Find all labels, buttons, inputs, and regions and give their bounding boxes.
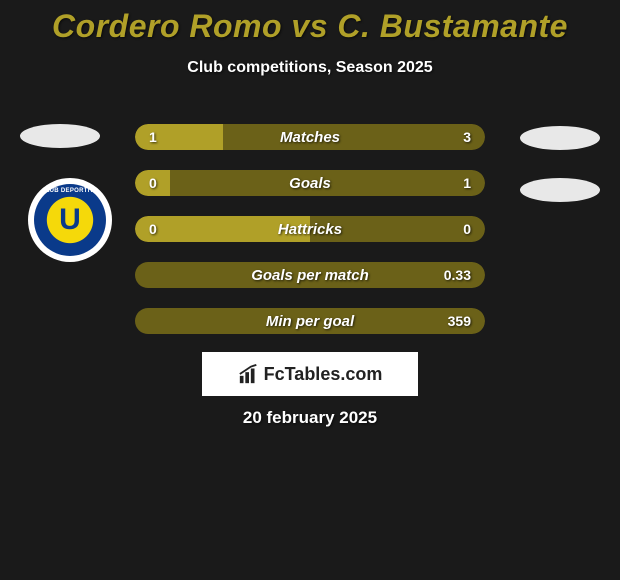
page-title: Cordero Romo vs C. Bustamante [0, 8, 620, 45]
stat-value-right: 0 [463, 221, 471, 237]
logo-text: FcTables.com [264, 364, 383, 385]
stat-label: Min per goal [135, 313, 485, 330]
stat-row: 1Matches3 [135, 124, 485, 150]
player1-club-badge: CLUB DEPORTIVO U [28, 178, 112, 262]
club-badge-arc-text: CLUB DEPORTIVO [41, 188, 99, 194]
stat-value-right: 1 [463, 175, 471, 191]
player2-avatar-placeholder [520, 126, 600, 150]
player1-avatar-placeholder [20, 124, 100, 148]
stat-label: Goals [135, 175, 485, 192]
fctables-logo: FcTables.com [202, 352, 418, 396]
stat-row: Goals per match0.33 [135, 262, 485, 288]
stat-row: Min per goal359 [135, 308, 485, 334]
club-badge-inner: CLUB DEPORTIVO U [34, 184, 106, 256]
date-text: 20 february 2025 [0, 408, 620, 428]
stat-value-right: 0.33 [444, 267, 471, 283]
stat-value-right: 3 [463, 129, 471, 145]
player2-club-placeholder [520, 178, 600, 202]
stat-label: Matches [135, 129, 485, 146]
stat-row: 0Goals1 [135, 170, 485, 196]
subtitle: Club competitions, Season 2025 [0, 59, 620, 77]
stat-value-right: 359 [448, 313, 471, 329]
club-badge-letter: U [59, 203, 81, 237]
stat-label: Hattricks [135, 221, 485, 238]
infographic-container: Cordero Romo vs C. Bustamante Club compe… [0, 0, 620, 580]
bar-chart-icon [238, 363, 260, 385]
stat-label: Goals per match [135, 267, 485, 284]
stat-row: 0Hattricks0 [135, 216, 485, 242]
stats-list: 1Matches30Goals10Hattricks0Goals per mat… [135, 124, 485, 354]
